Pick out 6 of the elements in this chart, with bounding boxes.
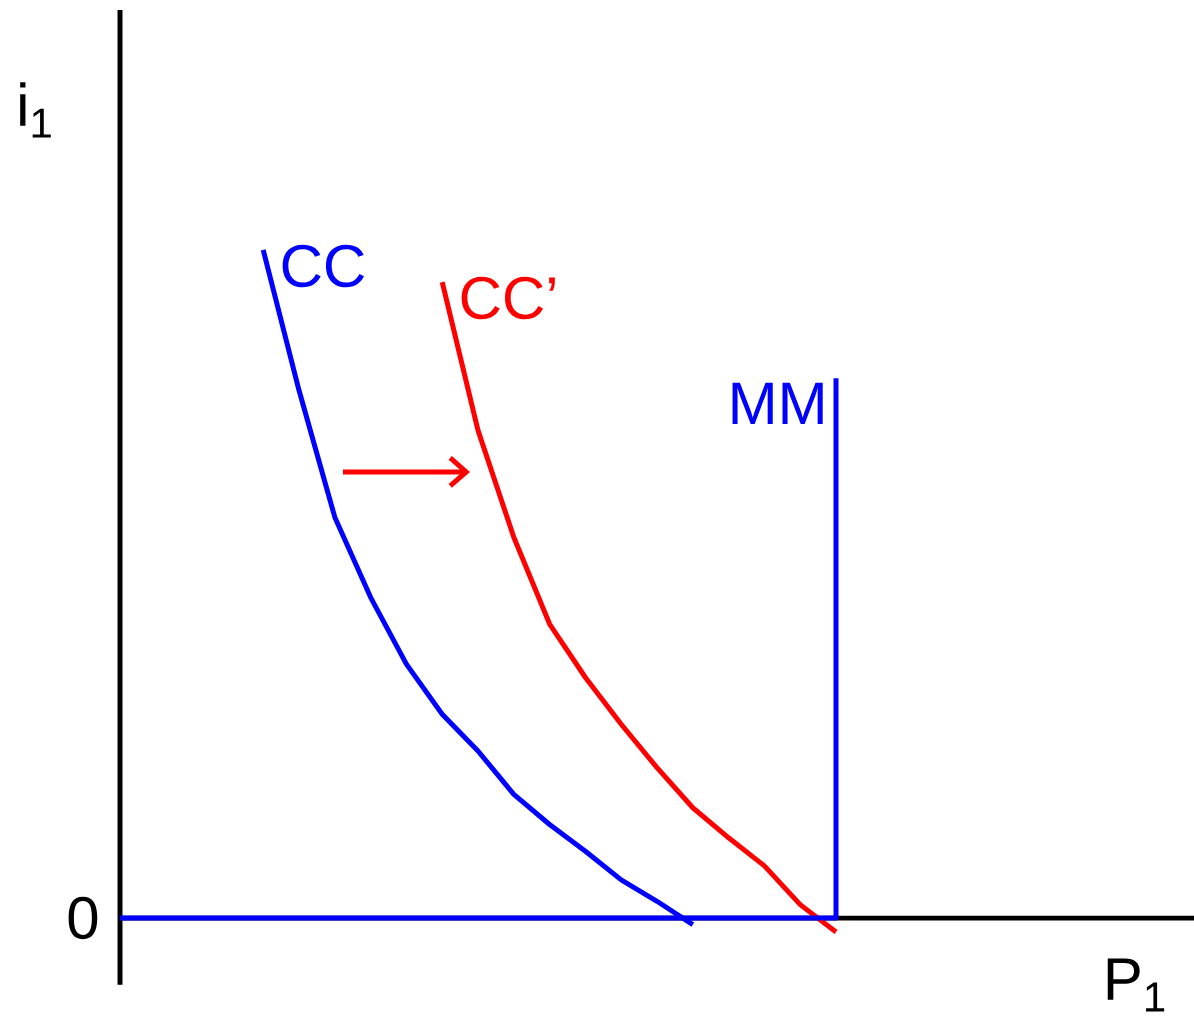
y-axis-title: i$_{1}$	[20, 82, 51, 138]
series-label: CC	[282, 244, 364, 288]
series-label: MM	[732, 382, 823, 424]
series-label: CC’	[461, 276, 555, 320]
text: 0	[68, 896, 98, 940]
x-axis-title: P$_{1}$	[1107, 958, 1165, 1012]
